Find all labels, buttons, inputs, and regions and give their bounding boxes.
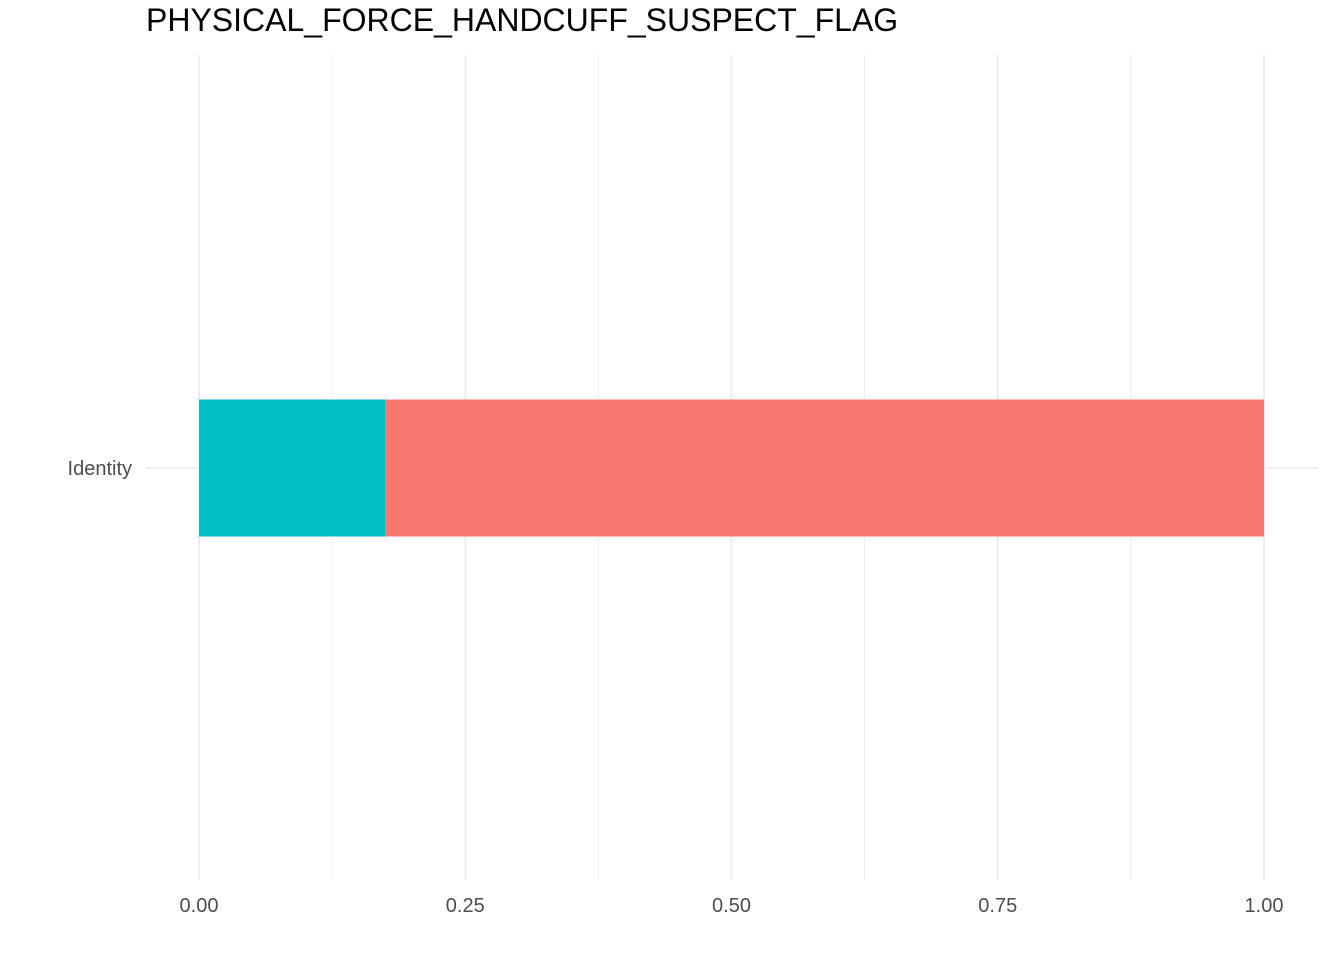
bar-segment-1 — [199, 399, 386, 537]
chart-title: PHYSICAL_FORCE_HANDCUFF_SUSPECT_FLAG — [146, 2, 899, 38]
bars — [199, 399, 1264, 537]
x-tick-label: 0.50 — [712, 895, 751, 917]
x-axis-ticks: 0.00 0.25 0.50 0.75 1.00 — [180, 895, 1284, 917]
bar-segment-2 — [385, 399, 1264, 537]
y-tick-label: Identity — [68, 458, 132, 480]
y-axis-ticks: Identity — [68, 458, 132, 480]
x-tick-label: 1.00 — [1245, 895, 1284, 917]
x-tick-label: 0.75 — [978, 895, 1017, 917]
x-tick-label: 0.25 — [446, 895, 485, 917]
x-tick-label: 0.00 — [180, 895, 219, 917]
